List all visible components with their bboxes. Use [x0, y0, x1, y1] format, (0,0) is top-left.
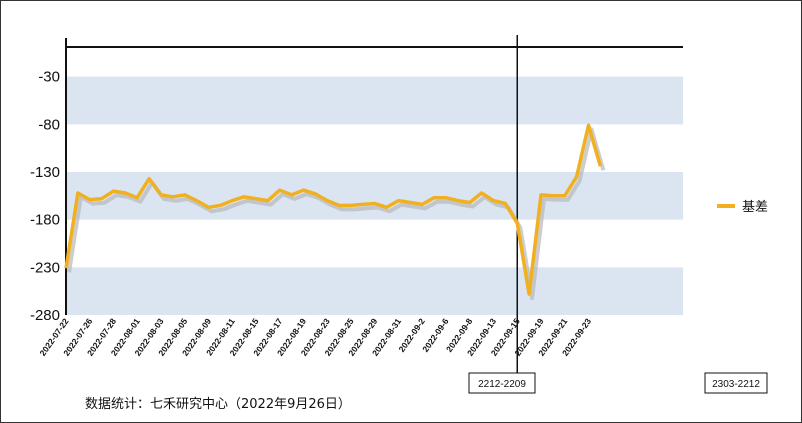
- y-axis-ticks: -30 -80 -130 -180 -230 -280: [30, 69, 60, 324]
- grid-band: [66, 76, 683, 125]
- marker-label-2: 2303-2212: [712, 379, 760, 390]
- y-tick-label: -180: [30, 212, 60, 229]
- legend-label: 基差: [742, 200, 768, 215]
- y-tick-label: -280: [30, 307, 60, 324]
- source-footnote: 数据统计：七禾研究中心（2022年9月26日）: [85, 397, 351, 412]
- marker-label-1: 2212-2209: [478, 379, 526, 390]
- y-tick-label: -130: [30, 164, 60, 181]
- legend: 基差: [717, 200, 768, 215]
- grid-band: [66, 267, 683, 315]
- y-tick-label: -230: [30, 259, 60, 276]
- y-tick-label: -30: [38, 69, 60, 86]
- marker-box-1: 2212-2209: [468, 372, 536, 394]
- grid-band: [66, 172, 683, 220]
- x-axis-ticks: 2022-07-222022-07-262022-07-282022-08-01…: [38, 316, 594, 358]
- y-tick-label: -80: [38, 116, 60, 133]
- series-line-jicha: [64, 123, 603, 296]
- marker-box-2: 2303-2212: [704, 372, 768, 394]
- background-bands: [66, 76, 683, 315]
